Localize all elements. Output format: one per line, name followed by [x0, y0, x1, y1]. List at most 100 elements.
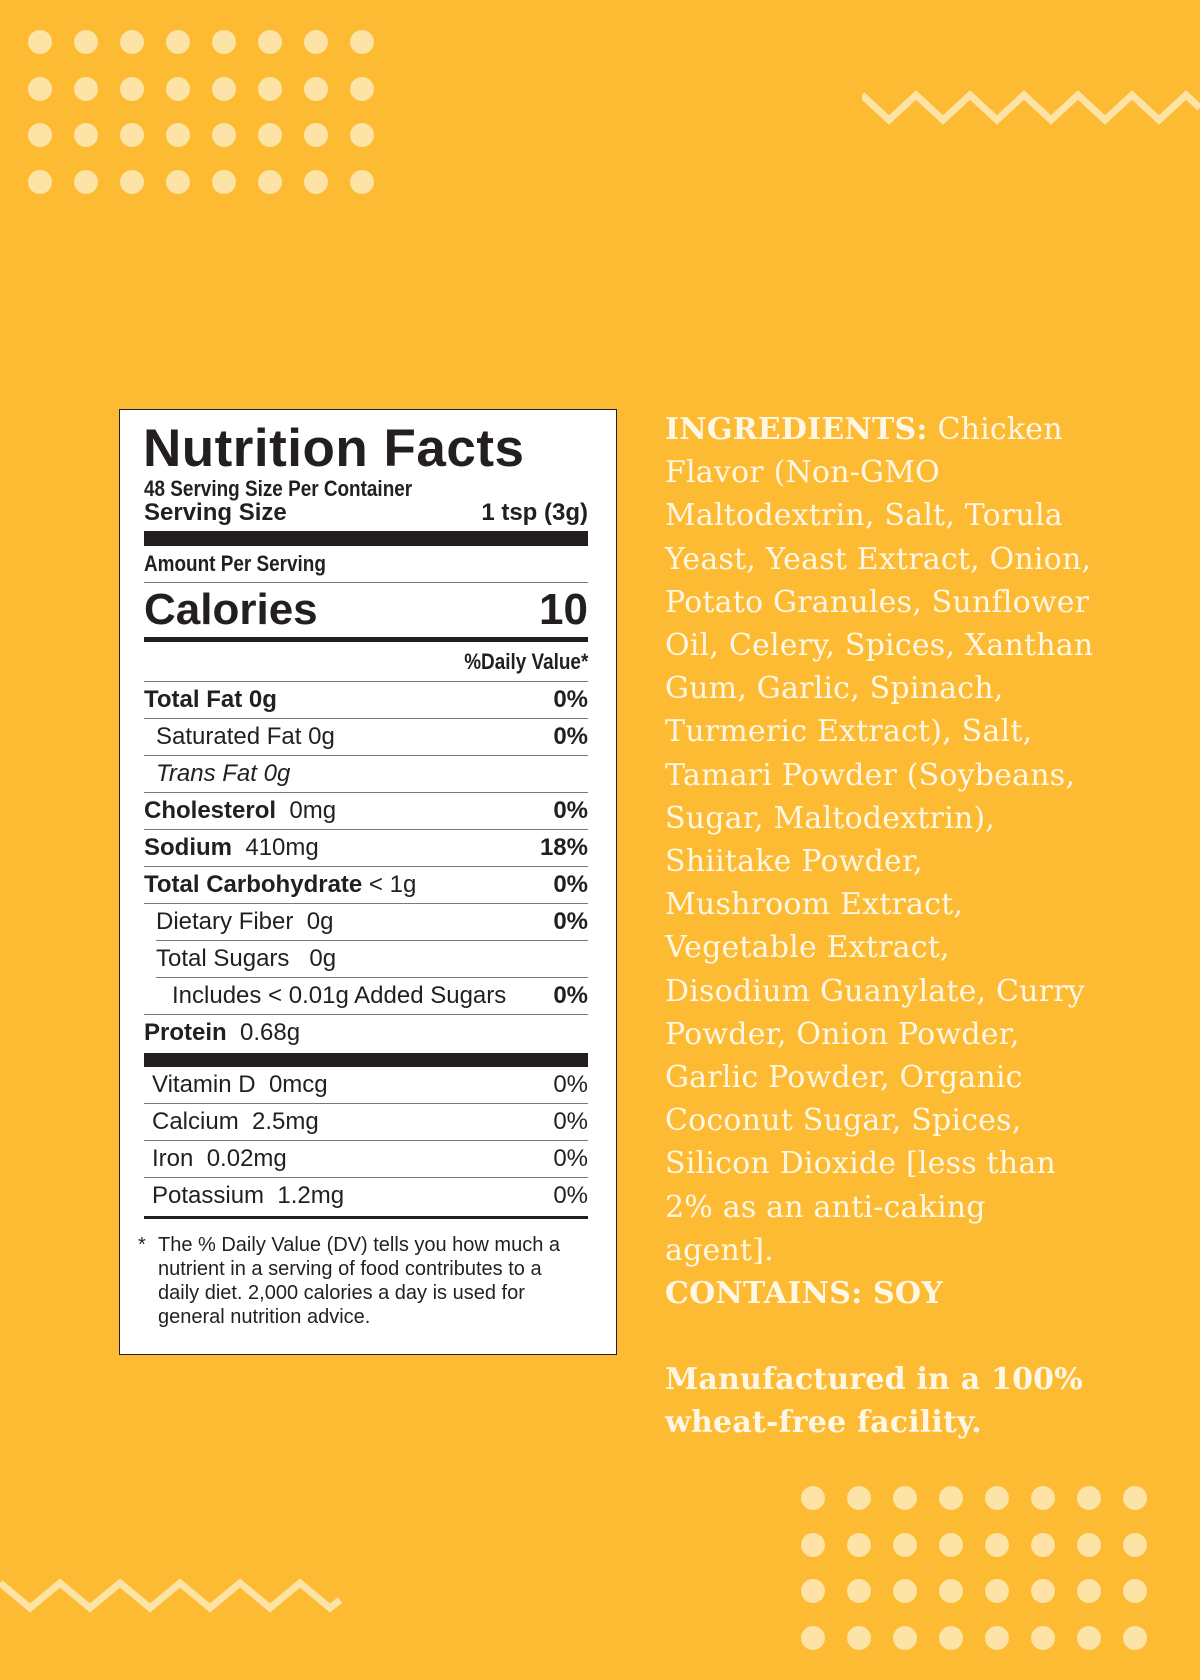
decorative-dot — [258, 169, 282, 194]
nutrient-row-total-sugars: Total Sugars 0g — [156, 945, 337, 973]
ingredients-list: Chicken Flavor (Non-GMO Maltodextrin, Sa… — [665, 412, 1094, 1268]
decorative-dot — [1077, 1625, 1101, 1650]
decorative-dot — [847, 1579, 871, 1603]
serving-size-row: Serving Size 1 tsp (3g) — [144, 501, 588, 525]
decorative-dots-top-left — [28, 30, 396, 216]
decorative-dot — [258, 30, 282, 54]
decorative-dot — [166, 76, 190, 101]
decorative-dot — [1031, 1532, 1055, 1557]
decorative-dot — [28, 30, 52, 54]
nutrient-row-saturated-fat: Saturated Fat 0g 0% — [156, 723, 588, 751]
decorative-dot — [28, 76, 52, 101]
decorative-dot — [350, 123, 374, 147]
decorative-dot — [1031, 1486, 1055, 1510]
decorative-dot — [74, 30, 98, 54]
decorative-dot — [985, 1625, 1009, 1650]
decorative-dot — [28, 169, 52, 194]
nutrition-facts-title: Nutrition Facts — [143, 419, 525, 478]
servings-per-container: 48 Serving Size Per Container — [144, 476, 413, 501]
divider — [144, 792, 588, 794]
decorative-dot — [120, 123, 144, 147]
divider — [156, 977, 588, 979]
decorative-dot — [304, 30, 328, 54]
calories-row: Calories 10 — [144, 583, 588, 637]
vitamin-row-vitamin-d: Vitamin D 0mcg 0% — [152, 1071, 588, 1099]
decorative-dot — [939, 1532, 963, 1557]
amount-per-serving: Amount Per Serving — [144, 551, 326, 577]
decorative-dot — [847, 1625, 871, 1650]
decorative-dots-bottom-right — [801, 1486, 1169, 1672]
decorative-dot — [847, 1486, 871, 1510]
divider — [144, 866, 588, 868]
decorative-zigzag-bottom-left — [0, 1578, 343, 1613]
decorative-dot — [304, 123, 328, 147]
decorative-dot — [893, 1625, 917, 1650]
decorative-dot — [893, 1579, 917, 1603]
divider — [144, 718, 588, 720]
ingredients-heading: INGREDIENTS: — [665, 412, 928, 447]
ingredients-text: INGREDIENTS: Chicken Flavor (Non-GMO Mal… — [665, 408, 1095, 1272]
decorative-dot — [258, 123, 282, 147]
decorative-dot — [801, 1532, 825, 1557]
divider — [144, 1140, 588, 1142]
decorative-dot — [212, 123, 236, 147]
decorative-dot — [166, 123, 190, 147]
decorative-dot — [74, 76, 98, 101]
daily-value-footnote: * The % Daily Value (DV) tells you how m… — [138, 1234, 561, 1329]
divider — [144, 755, 588, 757]
decorative-dot — [1031, 1579, 1055, 1603]
decorative-dot — [28, 123, 52, 147]
nutrient-row-cholesterol: Cholesterol 0mg 0% — [144, 797, 588, 825]
nutrient-row-added-sugars: Includes < 0.01g Added Sugars 0% — [172, 982, 588, 1010]
nutrient-row-total-carbohydrate: Total Carbohydrate < 1g 0% — [144, 871, 588, 899]
nutrient-row-trans-fat: Trans Fat 0g — [156, 760, 291, 788]
nutrient-row-sodium: Sodium 410mg 18% — [144, 834, 588, 862]
nutrition-facts-panel: Nutrition Facts 48 Serving Size Per Cont… — [119, 409, 617, 1355]
vitamin-row-iron: Iron 0.02mg 0% — [152, 1145, 588, 1173]
divider — [144, 903, 588, 905]
divider — [144, 1103, 588, 1105]
decorative-dot — [1077, 1532, 1101, 1557]
divider — [144, 582, 588, 584]
decorative-dot — [166, 169, 190, 194]
divider — [156, 940, 588, 942]
decorative-dot — [258, 76, 282, 101]
decorative-dot — [847, 1532, 871, 1557]
decorative-dot — [801, 1625, 825, 1650]
decorative-dot — [1123, 1532, 1147, 1557]
nutrient-row-total-fat: Total Fat 0g 0% — [144, 686, 588, 714]
decorative-dot — [1031, 1625, 1055, 1650]
decorative-dot — [166, 30, 190, 54]
decorative-dot — [1123, 1579, 1147, 1603]
decorative-dot — [801, 1486, 825, 1510]
heavy-divider — [144, 1053, 588, 1068]
nutrient-row-dietary-fiber: Dietary Fiber 0g 0% — [156, 908, 588, 936]
decorative-dot — [939, 1579, 963, 1603]
decorative-dot — [212, 76, 236, 101]
thick-divider — [144, 531, 588, 547]
decorative-dot — [1123, 1625, 1147, 1650]
decorative-dot — [74, 169, 98, 194]
decorative-dot — [985, 1532, 1009, 1557]
decorative-dot — [1077, 1579, 1101, 1603]
decorative-dot — [212, 169, 236, 194]
vitamin-row-potassium: Potassium 1.2mg 0% — [152, 1182, 588, 1210]
decorative-dot — [985, 1486, 1009, 1510]
daily-value-header: %Daily Value* — [463, 649, 588, 675]
serving-size-label: Serving Size — [144, 499, 287, 527]
medium-divider — [144, 1216, 588, 1220]
decorative-dot — [801, 1579, 825, 1603]
decorative-dot — [1123, 1486, 1147, 1510]
decorative-dot — [939, 1486, 963, 1510]
decorative-dot — [350, 76, 374, 101]
ingredients-panel: INGREDIENTS: Chicken Flavor (Non-GMO Mal… — [665, 408, 1095, 1445]
decorative-dot — [304, 76, 328, 101]
decorative-dot — [1077, 1486, 1101, 1510]
decorative-dot — [985, 1579, 1009, 1603]
calories-label: Calories — [144, 585, 318, 635]
decorative-dot — [893, 1486, 917, 1510]
decorative-dot — [939, 1625, 963, 1650]
calories-value: 10 — [539, 585, 588, 635]
manufacturing-statement: Manufactured in a 100% wheat-free facili… — [665, 1362, 1083, 1441]
decorative-zigzag-top-right — [862, 90, 1200, 125]
